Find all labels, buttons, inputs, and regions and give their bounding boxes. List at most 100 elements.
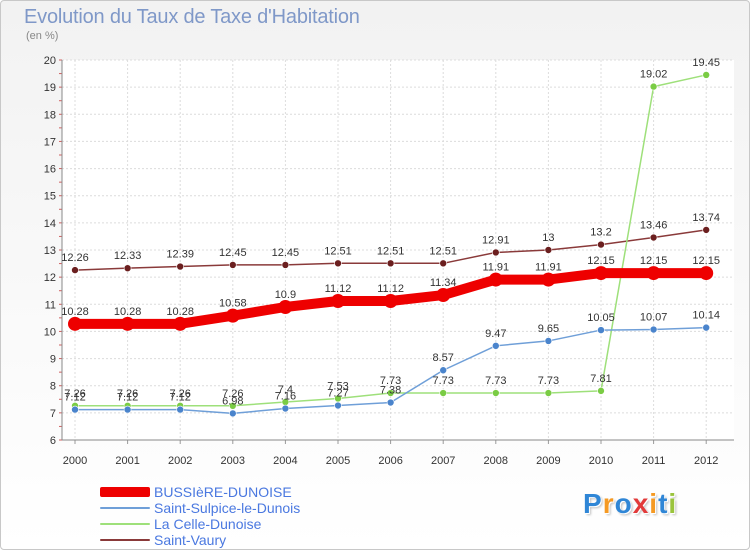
logo-letter: P: [583, 488, 603, 519]
data-label: 12.15: [587, 255, 615, 267]
data-label: 10.07: [640, 312, 668, 324]
data-point: [386, 398, 395, 407]
data-label: 12.45: [219, 247, 247, 259]
data-point: [229, 261, 237, 269]
data-point: [386, 259, 395, 268]
data-label: 10.05: [587, 312, 615, 324]
data-label: 7.16: [275, 391, 296, 403]
y-tick-label: 20: [44, 55, 56, 67]
x-tick-label: 2006: [378, 455, 402, 467]
y-tick-label: 19: [44, 82, 56, 94]
data-point: [544, 337, 553, 345]
data-label: 10.28: [166, 306, 194, 318]
y-tick-label: 8: [50, 381, 56, 393]
legend-swatch: [100, 487, 150, 497]
data-point: [229, 409, 237, 418]
data-label: 12.51: [324, 245, 352, 257]
data-label: 10.28: [61, 306, 89, 318]
y-tick-label: 9: [50, 354, 56, 366]
legend-swatch: [100, 523, 150, 525]
data-label: 13: [542, 232, 554, 244]
y-tick-label: 12: [44, 272, 56, 284]
line-chart: 6 7 8 9 10 11 12 13 14 15 16 17 18 19 20 2000 2001 2002 20…: [44, 55, 734, 467]
data-point: [436, 288, 451, 303]
data-label: 7.27: [327, 388, 348, 400]
data-label: 7.26: [169, 388, 190, 400]
data-point: [225, 308, 240, 323]
data-label: 12.51: [429, 245, 457, 257]
logo-letter: x: [632, 488, 650, 519]
y-tick-label: 17: [44, 136, 56, 148]
data-point: [649, 325, 658, 334]
data-point: [68, 316, 82, 331]
data-point: [120, 316, 135, 331]
x-tick-label: 2005: [326, 455, 350, 467]
legend-label: BUSSIèRE-DUNOISE: [154, 484, 292, 500]
legend-item: BUSSIèRE-DUNOISE: [100, 484, 360, 500]
data-label: 7.73: [380, 375, 401, 387]
data-point: [176, 405, 184, 414]
data-point: [646, 266, 661, 281]
legend-swatch: [100, 539, 150, 541]
x-tick-label: 2004: [273, 455, 297, 467]
x-tick-label: 2007: [431, 455, 455, 467]
y-tick-label: 15: [44, 191, 56, 203]
chart-subtitle: (en %): [26, 30, 59, 42]
data-label: 12.15: [640, 255, 668, 267]
logo-letter: t: [658, 488, 669, 519]
data-label: 10.58: [219, 298, 247, 310]
y-tick-label: 6: [50, 435, 56, 447]
x-tick-label: 2009: [536, 455, 560, 467]
data-label: 9.65: [538, 323, 559, 335]
data-label: 11.91: [535, 262, 562, 274]
data-label: 11.91: [482, 262, 509, 274]
data-label: 13.46: [640, 220, 668, 232]
data-point: [176, 262, 184, 271]
data-label: 11.12: [377, 283, 404, 295]
data-label: 6.98: [222, 395, 243, 407]
data-point: [491, 342, 500, 350]
data-label: 19.02: [640, 69, 668, 81]
data-point: [439, 366, 448, 375]
x-tick-label: 2003: [221, 455, 245, 467]
data-point: [597, 240, 605, 249]
x-tick-label: 2008: [484, 455, 508, 467]
legend-item: Saint-Vaury: [100, 532, 360, 548]
legend-item: Saint-Sulpice-le-Dunois: [100, 500, 360, 516]
data-point: [649, 82, 658, 91]
data-label: 7.38: [380, 385, 401, 397]
data-point: [488, 272, 503, 287]
data-point: [544, 246, 553, 254]
data-label: 10.28: [114, 306, 142, 318]
logo-letter: i: [649, 488, 659, 519]
data-point: [71, 405, 79, 414]
data-point: [173, 316, 188, 331]
data-point: [491, 389, 500, 397]
data-point: [594, 266, 608, 281]
proxiti-logo: Proxiti: [583, 488, 677, 520]
data-point: [71, 266, 79, 274]
data-label: 12.39: [166, 249, 194, 261]
data-label: 7.12: [117, 392, 138, 404]
x-tick-label: 2012: [694, 455, 718, 467]
data-label: 12.45: [272, 247, 300, 259]
data-point: [491, 248, 500, 257]
data-label: 12.15: [692, 255, 720, 267]
data-point: [702, 226, 711, 234]
legend-label: La Celle-Dunoise: [154, 516, 262, 532]
y-tick-label: 7: [50, 408, 56, 420]
data-point: [386, 389, 395, 397]
data-label: 8.57: [432, 352, 453, 364]
chart-legend: BUSSIèRE-DUNOISE Saint-Sulpice-le-Dunois L…: [100, 484, 360, 548]
data-point: [597, 326, 605, 334]
data-label: 13.2: [590, 227, 611, 239]
data-point: [544, 389, 553, 397]
data-label: 7.73: [432, 375, 453, 387]
legend-item: La Celle-Dunoise: [100, 516, 360, 532]
x-tick-label: 2000: [63, 455, 87, 467]
legend-label: Saint-Sulpice-le-Dunois: [154, 500, 301, 516]
data-label: 7.12: [169, 392, 190, 404]
x-tick-label: 2002: [168, 455, 192, 467]
data-label: 7.26: [64, 388, 85, 400]
data-label: 9.47: [485, 328, 506, 340]
